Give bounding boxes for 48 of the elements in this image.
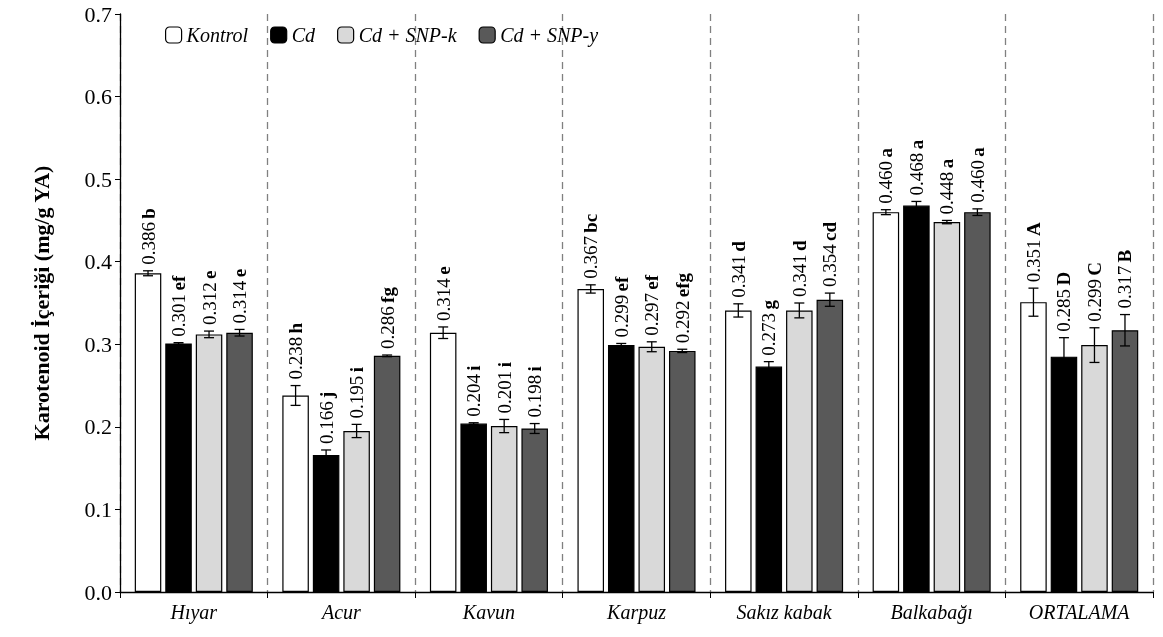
- data-label: 0.351 A: [1022, 222, 1044, 283]
- data-label: 0.166 j: [315, 391, 337, 444]
- data-label: 0.317 B: [1114, 249, 1136, 309]
- data-label: 0.367 bc: [580, 213, 602, 279]
- data-label: 0.341 d: [788, 239, 810, 297]
- data-label: 0.285 D: [1053, 271, 1075, 332]
- data-label: 0.292 efg: [671, 272, 693, 344]
- y-tick-label: 0.7: [84, 1, 112, 27]
- data-label: 0.201 i: [493, 362, 515, 414]
- y-tick-label: 0.5: [84, 166, 112, 192]
- data-label: 0.460 a: [966, 146, 988, 203]
- data-label: 0.354 cd: [819, 221, 841, 288]
- data-label: 0.204 i: [463, 365, 485, 417]
- data-label: 0.314 e: [229, 268, 251, 324]
- x-tick-label: Sakız kabak: [736, 601, 833, 623]
- data-label: 0.312 e: [198, 270, 220, 326]
- x-tick-label: Balkabağı: [890, 601, 973, 624]
- legend-label: Cd: [291, 24, 317, 46]
- data-label: 0.460 a: [875, 147, 897, 204]
- data-label: 0.286 fg: [376, 286, 398, 350]
- x-tick-label: Karpuz: [606, 601, 667, 624]
- x-tick-label: Hıyar: [169, 601, 218, 624]
- x-tick-label: ORTALAMA: [1028, 601, 1131, 623]
- data-label: 0.238 h: [285, 322, 307, 380]
- data-label: 0.273 g: [758, 299, 780, 356]
- y-tick-label: 0.1: [84, 496, 112, 522]
- legend-label: Kontrol: [185, 24, 249, 46]
- x-tick-label: Kavun: [461, 601, 516, 623]
- data-label: 0.301 ef: [168, 275, 190, 337]
- y-axis-title: Karotenoid İçeriği (mg/g YA): [28, 165, 54, 441]
- data-label: 0.299 ef: [610, 275, 632, 338]
- data-label: 0.198 i: [524, 366, 546, 418]
- y-tick-label: 0.3: [84, 331, 112, 357]
- data-label: 0.195 i: [346, 367, 368, 419]
- y-tick-label: 0.6: [84, 84, 112, 110]
- legend-label: Cd + SNP-k: [358, 24, 458, 46]
- y-tick-label: 0.2: [84, 414, 112, 440]
- legend-label: Cd + SNP-y: [500, 24, 599, 47]
- y-tick-label: 0.4: [84, 249, 112, 275]
- data-label: 0.386 b: [137, 208, 159, 265]
- x-tick-label: Acur: [319, 601, 362, 623]
- data-label: 0.448 a: [936, 158, 958, 215]
- y-tick-label: 0.0: [84, 579, 112, 605]
- data-label: 0.341 d: [727, 240, 749, 298]
- data-label: 0.314 e: [432, 266, 454, 321]
- data-label: 0.299 C: [1083, 261, 1105, 322]
- data-label: 0.297 ef: [641, 274, 663, 336]
- data-label: 0.468 a: [905, 139, 927, 196]
